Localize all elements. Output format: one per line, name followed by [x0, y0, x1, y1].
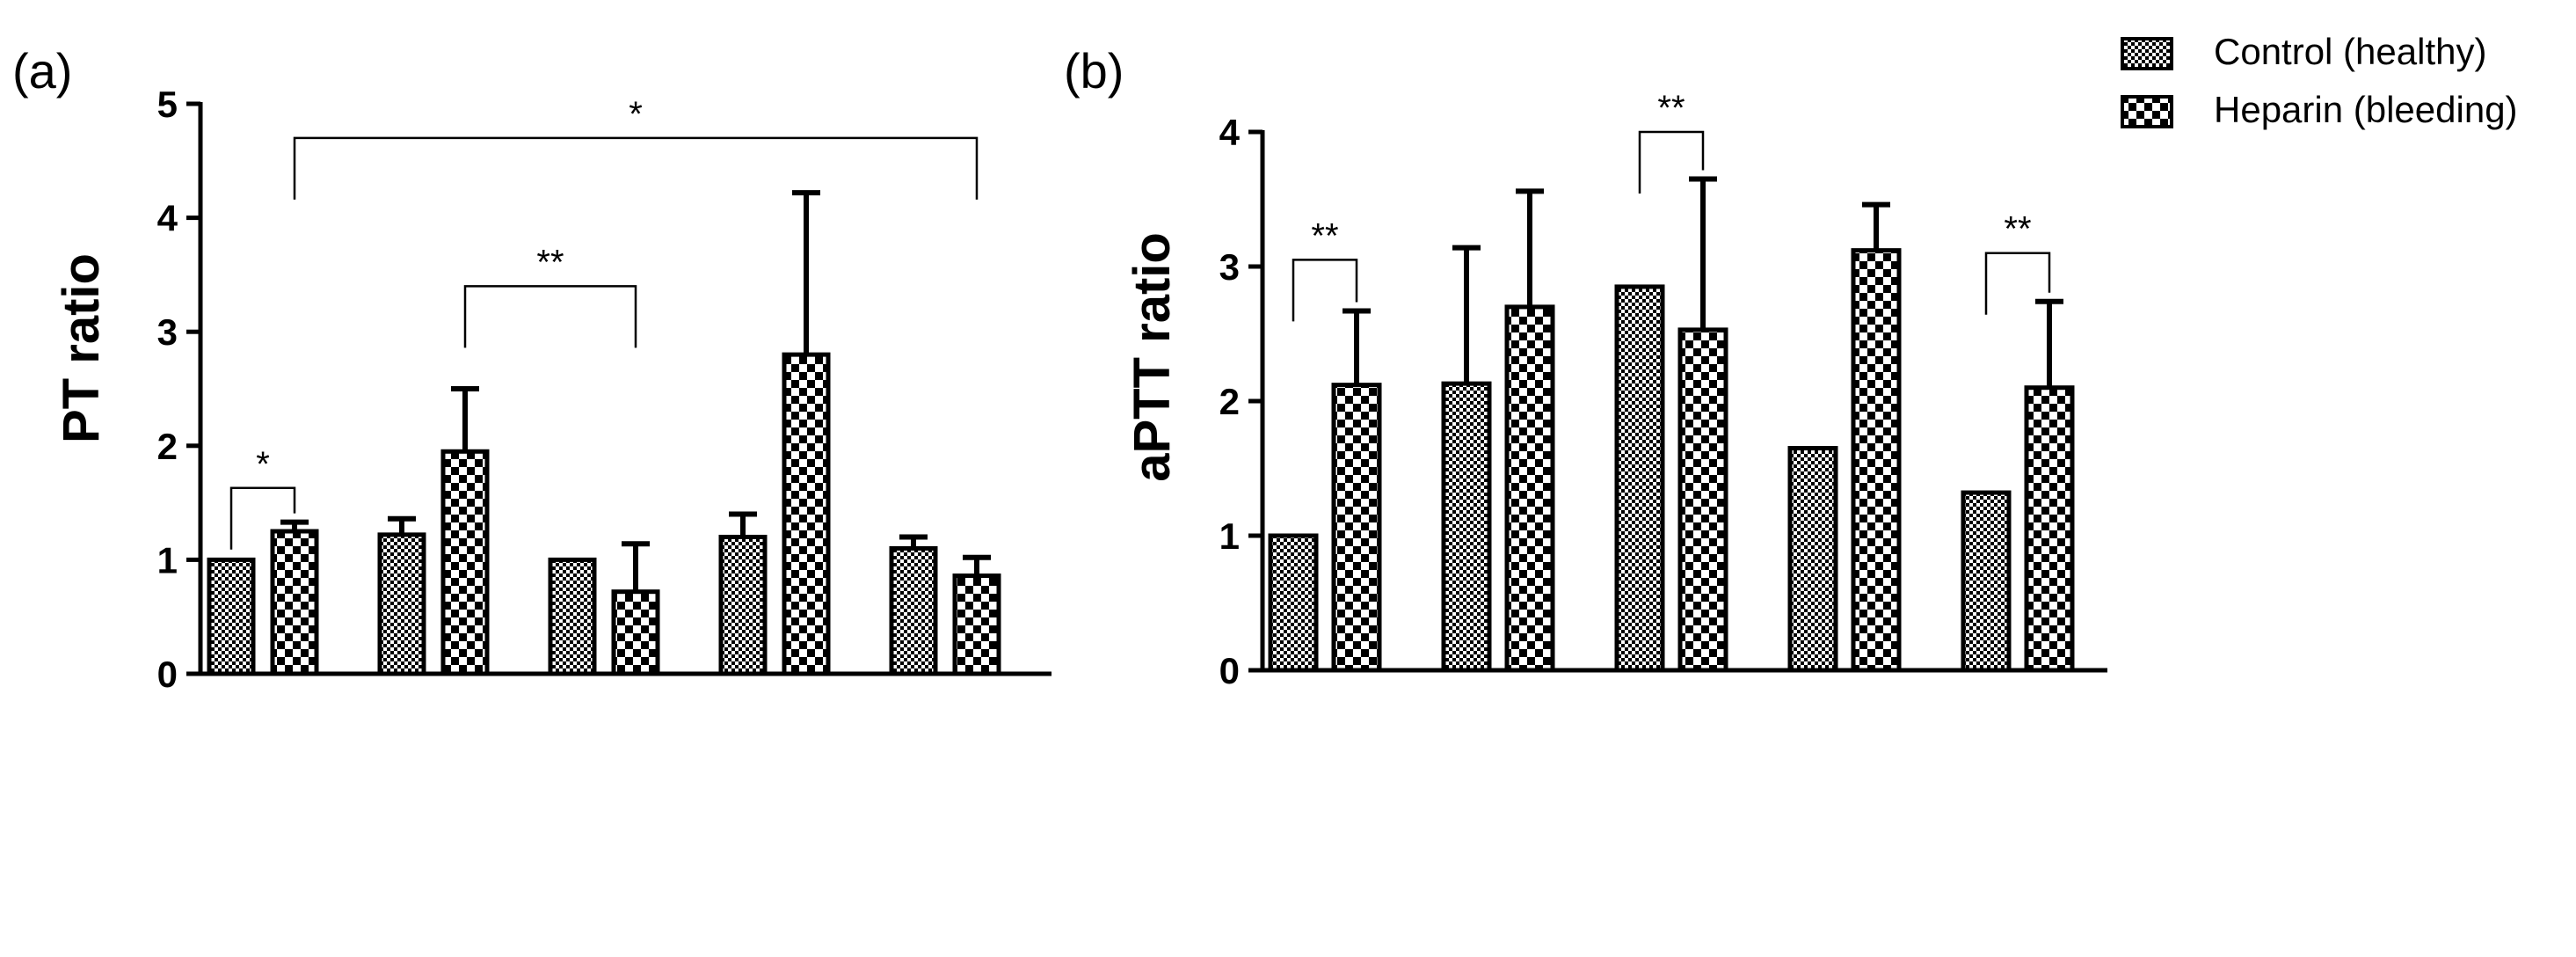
panel-a-significance-bracket [293, 136, 979, 200]
panel-a-significance-bracket [463, 285, 637, 348]
panel-a-bar-heparin [440, 449, 490, 676]
panel-b-bars [1268, 176, 2075, 673]
panel-a-significance: **** [229, 95, 979, 550]
panel-a-bar-control [889, 545, 938, 676]
panel-b-bar-heparin [2024, 385, 2075, 673]
panel-a-significance-label: * [256, 445, 270, 484]
legend-swatch-heparin [2121, 95, 2173, 128]
legend: Control (healthy) Heparin (bleeding) [2121, 31, 2518, 130]
panel-b-significance-label: ** [2004, 210, 2031, 249]
panel-b-bar-heparin [1677, 327, 1728, 673]
panel-a-bar-control [207, 557, 256, 676]
panel-b-y-tick-label: 1 [1219, 515, 1240, 557]
panel-b-y-tick-label: 2 [1219, 381, 1240, 422]
panel-a-significance-label: ** [536, 243, 564, 281]
panel-a-y-tick-label: 2 [157, 426, 178, 467]
legend-swatch-control [2121, 37, 2173, 70]
panel-b-significance-label: ** [1311, 216, 1338, 255]
panel-a-bar-heparin [952, 573, 1001, 676]
panel-b-bar-control [1961, 490, 2012, 673]
panel-b-label: (b) [1064, 43, 1124, 99]
panel-a-bar-control [548, 557, 597, 676]
panel-b-bar-control [1268, 533, 1319, 673]
panel-b-y-axis-label: aPTT ratio [1124, 232, 1181, 482]
panel-b-y-tick-label: 0 [1219, 650, 1240, 691]
panel-b-bar-control [1614, 284, 1665, 673]
panel-a-bar-heparin [611, 589, 660, 676]
legend-label-control: Control (healthy) [2214, 31, 2486, 72]
panel-a-y-tick-label: 3 [157, 311, 178, 353]
panel-b-bar-heparin [1851, 248, 1902, 673]
panel-b-aptt-ratio: (b) aPTT ratio 0 1 2 3 4 ** ** ** [1064, 43, 2107, 691]
panel-b-significance-bracket [1984, 252, 2051, 315]
panel-a-bar-heparin [782, 352, 831, 676]
panel-b-significance: ** ** ** [1292, 89, 2051, 322]
panel-b-significance-label: ** [1657, 89, 1685, 128]
panel-a-bar-heparin [270, 529, 319, 676]
panel-a-y-tick-label: 1 [157, 539, 178, 581]
panel-b-significance-bracket [1638, 130, 1705, 194]
panel-a-significance-bracket [229, 486, 296, 550]
panel-a-bar-control [718, 534, 768, 676]
panel-b-bar-heparin [1504, 304, 1555, 673]
panel-a-bar-control [377, 532, 426, 676]
panel-a-bars [207, 190, 1001, 676]
panel-b-y-tick-label: 3 [1219, 246, 1240, 288]
panel-b-bar-heparin [1331, 383, 1382, 673]
panel-b-significance-bracket [1292, 259, 1358, 322]
panel-b-bar-control [1787, 446, 1838, 673]
panel-a-label: (a) [12, 43, 72, 99]
legend-label-heparin: Heparin (bleeding) [2214, 89, 2518, 130]
panel-a-significance-label: * [629, 95, 643, 134]
panel-b-y-tick-label: 4 [1219, 112, 1241, 153]
panel-a-y-tick-label: 0 [157, 654, 178, 695]
panel-a-y-tick-label: 4 [157, 198, 178, 239]
panel-a-y-axis-label: PT ratio [53, 253, 110, 443]
panel-a-y-tick-label: 5 [157, 84, 178, 125]
panel-b-bar-control [1441, 381, 1492, 673]
